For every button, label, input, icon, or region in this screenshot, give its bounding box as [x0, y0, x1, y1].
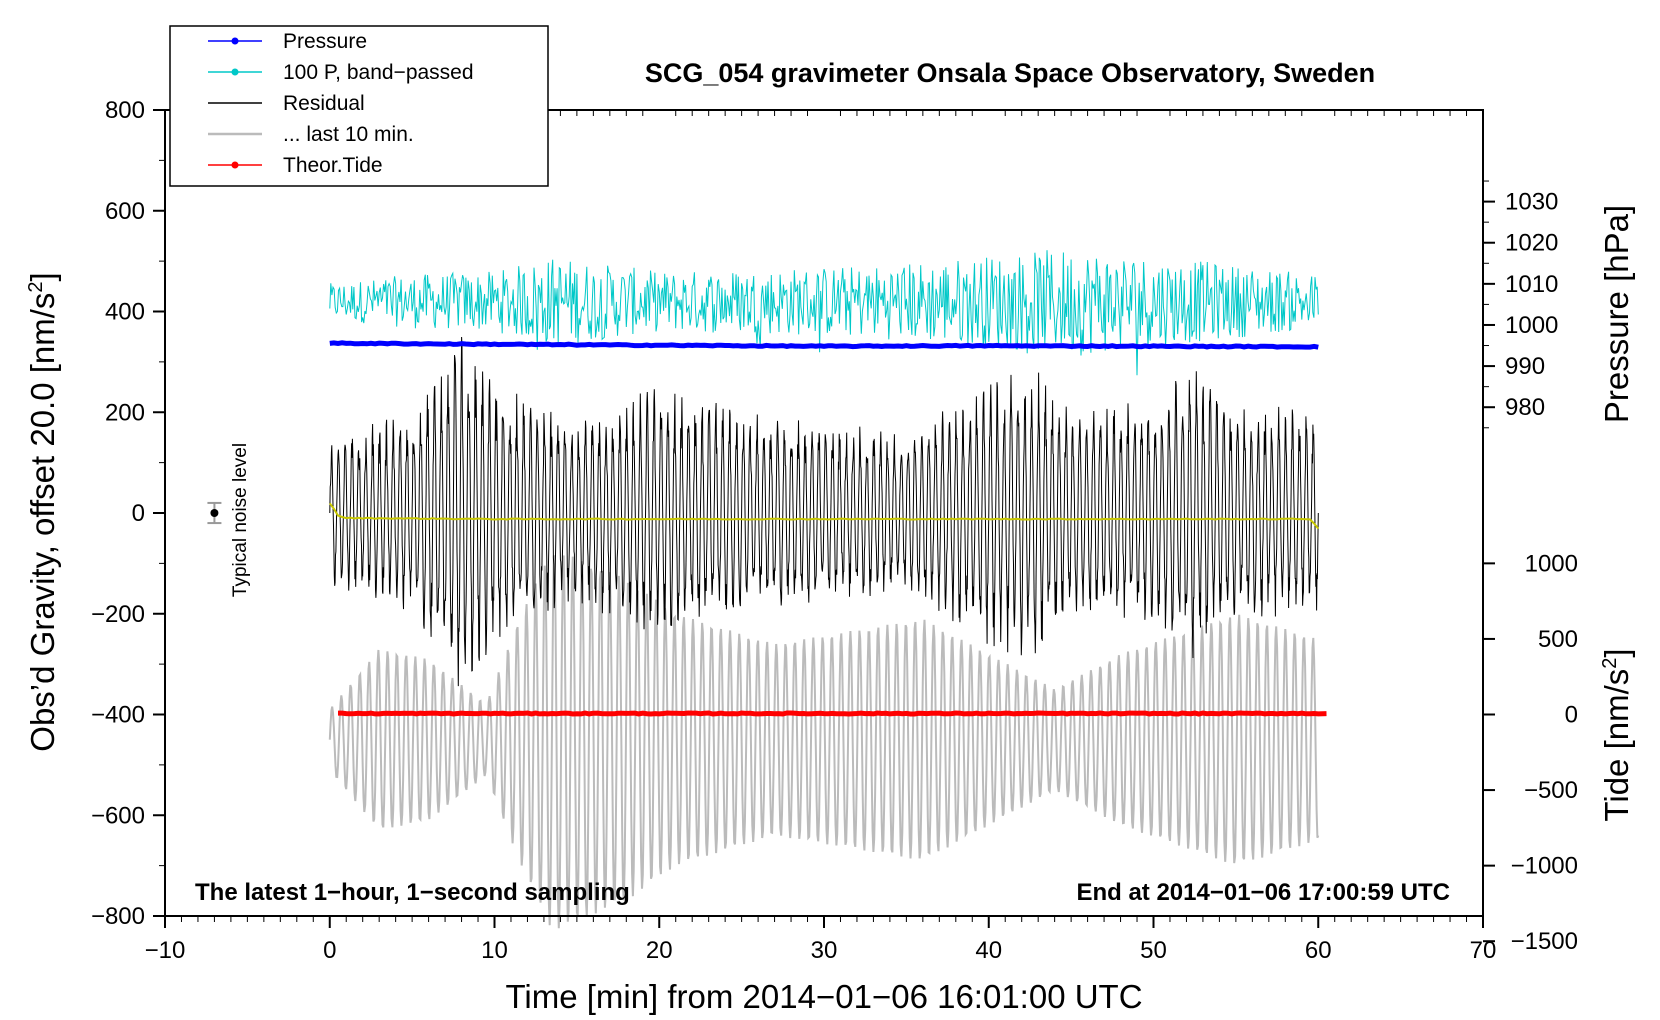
- x-tick-label: 40: [975, 937, 1002, 964]
- pressure-axis-label: Pressure [hPa]: [1598, 205, 1635, 423]
- x-tick-label: 30: [811, 937, 838, 964]
- pressure-tick-label: 990: [1505, 353, 1545, 380]
- tide-axis-label-close: ]: [1598, 648, 1635, 657]
- series-pressure: [329, 340, 1319, 350]
- legend-label: Theor.Tide: [283, 154, 383, 177]
- tide-tick-label: 0: [1565, 702, 1578, 729]
- legend-label: 100 P, band−passed: [283, 61, 474, 84]
- y-axis-label-main: Obs’d Gravity, offset 20.0 [nm/s: [24, 293, 61, 752]
- legend-marker: [231, 68, 239, 76]
- legend-label: Pressure: [283, 30, 367, 53]
- x-tick-label: 60: [1305, 937, 1332, 964]
- series-layer: [328, 250, 1327, 929]
- tide-tick-label: −1500: [1511, 928, 1578, 955]
- y-tick-label: 0: [132, 500, 145, 527]
- noise-point: [210, 509, 219, 517]
- pressure-tick-label: 1030: [1505, 189, 1558, 216]
- chart-title: SCG_054 gravimeter Onsala Space Observat…: [645, 58, 1375, 88]
- tide-axis-label-main: Tide [nm/s: [1598, 669, 1635, 822]
- y-axis-label-close: ]: [24, 272, 61, 281]
- y-tick-label: 600: [105, 198, 145, 225]
- legend-marker: [231, 37, 239, 45]
- y-tick-label: −400: [91, 702, 145, 729]
- y-tick-label: 800: [105, 97, 145, 124]
- x-tick-label: 50: [1140, 937, 1167, 964]
- tide-axis-label: Tide [nm/s2]: [1598, 648, 1635, 821]
- annotation-bottom-left: The latest 1−hour, 1−second sampling: [195, 879, 630, 906]
- noise-level-label: Typical noise level: [230, 443, 251, 597]
- pressure-tick-label: 1010: [1505, 271, 1558, 298]
- legend-label: ... last 10 min.: [283, 123, 414, 146]
- tide-tick-label: 500: [1538, 626, 1578, 653]
- series-residual-yellow-smoothed: [328, 502, 1320, 530]
- pressure-tick-label: 1000: [1505, 312, 1558, 339]
- series-residual: [329, 336, 1319, 687]
- tide-axis-label-sup: 2: [1599, 658, 1621, 669]
- y-tick-label: −600: [91, 802, 145, 829]
- tide-tick-label: −500: [1524, 777, 1578, 804]
- x-tick-label: 10: [481, 937, 508, 964]
- x-axis-label: Time [min] from 2014−01−06 16:01:00 UTC: [505, 978, 1142, 1015]
- x-tick-label: −10: [145, 937, 186, 964]
- legend-label: Residual: [283, 92, 365, 115]
- legend-entries: Pressure 100 P, band−passed Residual ... la…: [208, 30, 474, 177]
- noise-marker: [207, 501, 222, 525]
- series-theor-tide: [338, 710, 1327, 717]
- y-tick-label: −200: [91, 601, 145, 628]
- y-tick-label: 400: [105, 299, 145, 326]
- legend-box: [169, 25, 549, 187]
- tide-tick-label: 1000: [1525, 550, 1578, 577]
- series-last-10-min: [328, 555, 1320, 929]
- annotation-bottom-right: End at 2014−01−06 17:00:59 UTC: [1076, 879, 1450, 906]
- y-axis-label: Obs’d Gravity, offset 20.0 [nm/s2]: [24, 272, 61, 751]
- series-100-p-band-passed: [329, 250, 1319, 376]
- y-tick-label: 200: [105, 399, 145, 426]
- y-tick-label: −800: [91, 903, 145, 930]
- x-tick-label: 20: [646, 937, 673, 964]
- pressure-tick-label: 1020: [1505, 230, 1558, 257]
- x-tick-label: 0: [323, 937, 336, 964]
- tick-layer: −10 0 10 20 30 40 50 60 70−800−600−400−200020040…: [91, 97, 1578, 964]
- y-axis-label-sup: 2: [25, 281, 47, 292]
- legend: Pressure 100 P, band−passed Residual ... la…: [169, 25, 549, 187]
- tide-tick-label: −1000: [1511, 853, 1578, 880]
- pressure-tick-label: 980: [1505, 394, 1545, 421]
- legend-marker: [231, 161, 239, 169]
